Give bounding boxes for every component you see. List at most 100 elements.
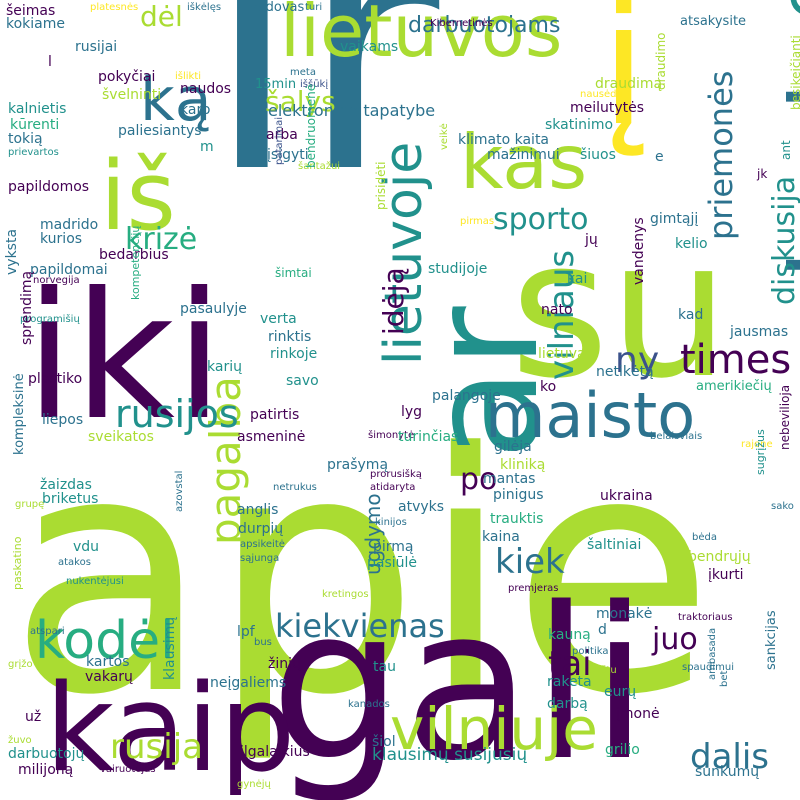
word-kompetenciju: kompetencijų	[129, 225, 142, 300]
word-gali: gali	[270, 562, 649, 800]
word-prievartos: prievartos	[8, 147, 59, 158]
word-m: m	[200, 139, 214, 155]
word-ilgalaikius: ilgalaikius	[240, 744, 310, 760]
word-zuvo: žuvo	[8, 735, 32, 746]
word-rusijai: rusijai	[75, 39, 118, 55]
word-studijoje: studijoje	[428, 261, 488, 277]
word-i: į	[600, 0, 648, 164]
word-ant: ant	[779, 140, 793, 160]
word-rajone: rajone	[741, 439, 773, 450]
word-tokia: tokią	[8, 131, 43, 147]
word-anglis: anglis	[237, 502, 279, 518]
word-vakaru: vakarų	[85, 669, 133, 685]
word-gimtaji: gimtąjį	[650, 211, 699, 227]
word-paskatino: paskatino	[11, 536, 24, 590]
word-pokyciai: pokyčiai	[98, 69, 156, 85]
word-ambasada: ambasada	[707, 627, 718, 680]
word-klausimu: klausimų	[162, 616, 178, 680]
word-rinkoje: rinkoje	[270, 346, 318, 362]
word-belaisviais: belaisviais	[650, 431, 703, 442]
word-maisto: maisto	[485, 379, 696, 452]
word-vilniuje: vilniuje	[390, 695, 598, 763]
word-kokiame: kokiame	[6, 16, 66, 32]
word-amerikieciu: amerikiečių	[696, 379, 772, 394]
word-eur: eurų	[604, 684, 637, 700]
word-kretingos: kretingos	[322, 589, 369, 600]
word-prasyma: prašymą	[327, 457, 389, 473]
word-kanados: kanados	[348, 699, 390, 710]
word-prisideti: prisidėti	[374, 161, 388, 210]
word-karo: karo	[180, 102, 211, 118]
word-grilio: grilio	[605, 742, 640, 758]
word-prorusiska: prorusišką	[370, 469, 422, 480]
word-simtai: šimtai	[275, 266, 312, 280]
word-kad: kad	[678, 307, 704, 323]
word-ny: ny	[615, 340, 660, 381]
word-krize: krizė	[125, 222, 198, 257]
word-premjeras: premjeras	[508, 583, 559, 594]
word-briketus: briketus	[42, 491, 99, 507]
word-kompleksine: kompleksinė	[12, 373, 27, 455]
word-ziniu: žinių	[268, 656, 301, 672]
word-sveikatos: sveikatos	[88, 429, 154, 445]
word-nato: nato	[541, 302, 573, 318]
word-kinijos: kinijos	[375, 517, 407, 528]
word-monake: monakė	[596, 606, 653, 622]
word-siuos: šiuos	[580, 147, 616, 163]
word-imone: įmonė	[616, 706, 660, 722]
word-lpf: lpf	[237, 624, 255, 640]
word-l: l	[48, 54, 52, 70]
word-zaizdas: žaizdas	[40, 477, 92, 493]
word-kodel: kodėl	[35, 611, 175, 671]
word-rusijos: rusijos	[115, 392, 239, 436]
word-kariu: karių	[207, 359, 242, 375]
word-atidaryta: atidarytа	[370, 482, 416, 493]
word-salys: šalys	[265, 85, 336, 118]
word-klinika: kliniką	[500, 457, 546, 473]
word-savo: savo	[286, 373, 319, 389]
word-beda: bėda	[692, 532, 717, 543]
word-klimato: klimato kaita	[458, 132, 550, 148]
word-e: e	[655, 149, 664, 165]
word-neigaliems: neįgaliems	[210, 675, 287, 691]
word-palangoje: palangoje	[432, 388, 501, 404]
word-programisiu: programišių	[20, 314, 80, 325]
word-darbuotoju: darbuotojų	[8, 746, 85, 762]
word-lietuva: lietuvą	[538, 346, 586, 362]
word-durpiu: durpių	[238, 521, 284, 537]
word-saltiniai: šaltiniai	[587, 537, 642, 553]
word-besikeiciancia: besikeičiantį	[789, 35, 800, 110]
word-sunkumu: sunkumų	[695, 764, 760, 780]
word-pasaulyje: pasaulyje	[180, 301, 247, 317]
word-kalnietis: kalnietis	[8, 101, 67, 117]
word-bendruju: bendrųjų	[688, 549, 751, 565]
word-del: dėl	[140, 0, 183, 33]
word-kibernetini: Kibernetinės	[430, 18, 493, 29]
word-islikti: išlikti	[175, 71, 202, 82]
word-seimas: šeimas	[6, 3, 56, 19]
word-naudos: naudos	[180, 81, 232, 97]
word-asmenine: asmeninė	[237, 429, 306, 445]
word-ukraina: ukraina	[600, 488, 653, 504]
word-grupe: grupę	[15, 499, 45, 510]
word-madrido: madrido	[40, 217, 99, 233]
word-platesnes: platesnės	[90, 2, 139, 13]
word-ideja: idėją	[377, 267, 410, 335]
word-ko: ko	[540, 379, 557, 395]
word-kai: kai	[567, 271, 588, 287]
word-isigyti: įsigyti	[267, 147, 309, 163]
word-gyneju: gynėjų	[237, 779, 271, 790]
word-iki: iki	[25, 256, 224, 459]
word-plastiko: plastiko	[28, 371, 83, 387]
word-kiekvienas: kiekvienas	[275, 607, 445, 645]
word-patirtis: patirtis	[250, 407, 300, 423]
word-atvyks: atvyks	[398, 499, 445, 515]
word-raketa: raketa	[547, 674, 592, 690]
word-su: su	[510, 199, 730, 420]
word-santazui: šantažui	[298, 161, 341, 172]
word-bedarbius: bedarbius	[99, 247, 169, 263]
word-traktoriaus: traktoriaus	[678, 612, 733, 623]
word-is: iš	[100, 142, 176, 252]
word-sugrizus: sugrįžus	[754, 429, 767, 475]
word-lietuvos: lietuvos	[280, 0, 563, 73]
